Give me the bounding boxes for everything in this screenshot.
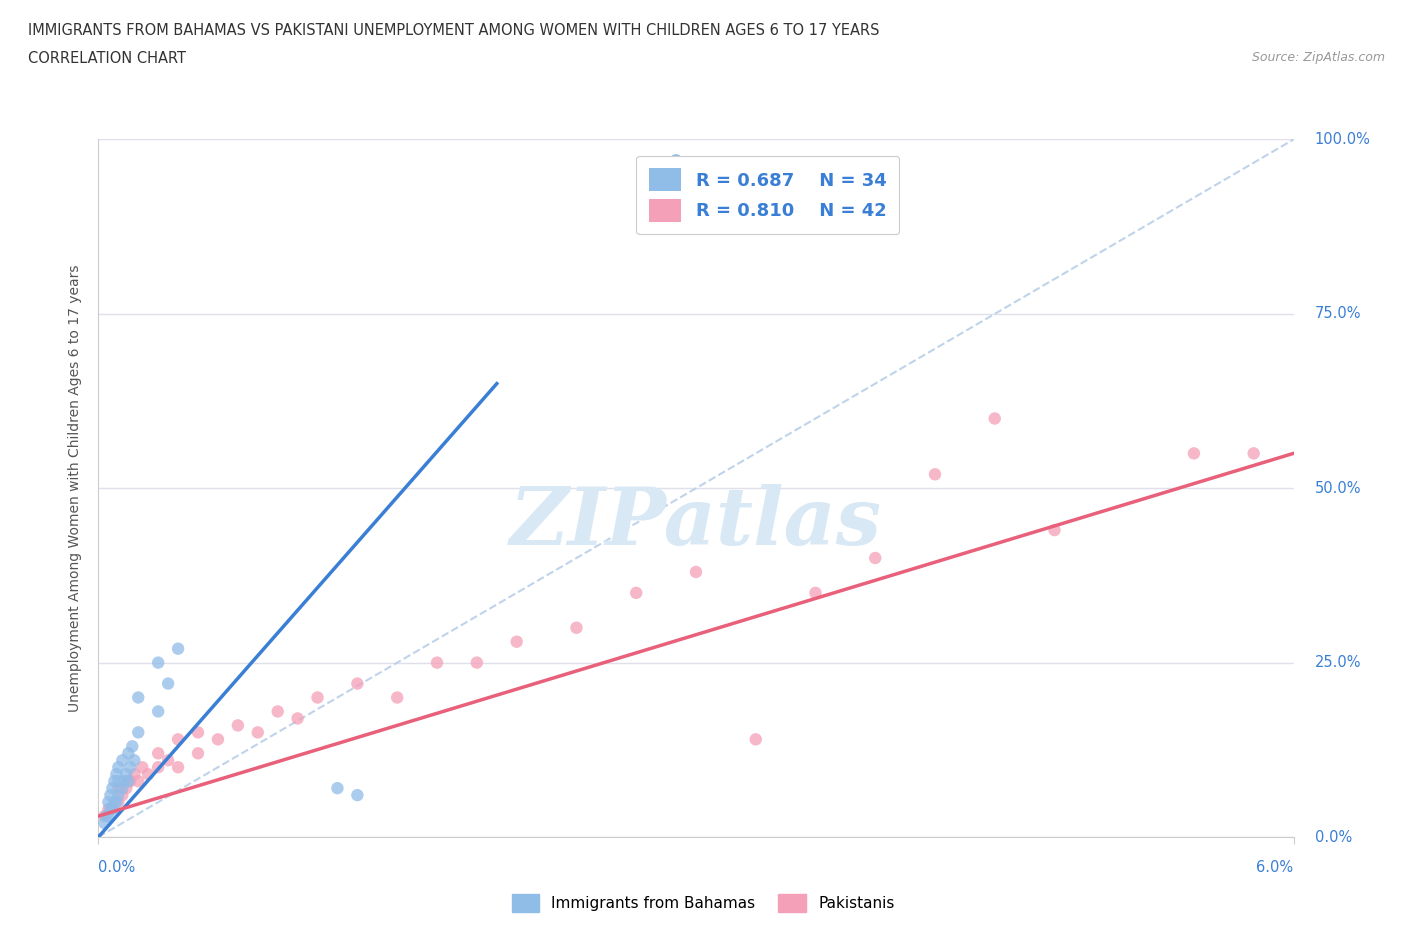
Point: [157, 676, 180, 691]
Point: [506, 634, 529, 649]
Point: [115, 766, 138, 781]
Point: [107, 774, 129, 789]
Text: 0.0%: 0.0%: [1315, 830, 1351, 844]
Point: [131, 760, 153, 775]
Point: [93, 809, 115, 824]
Point: [924, 467, 946, 482]
Point: [983, 411, 1005, 426]
Point: [745, 732, 768, 747]
Point: [111, 753, 134, 768]
Point: [665, 153, 688, 168]
Point: [385, 690, 409, 705]
Point: [148, 760, 170, 775]
Point: [167, 732, 190, 747]
Point: [267, 704, 290, 719]
Point: [111, 788, 134, 803]
Point: [127, 774, 149, 789]
Point: [107, 794, 129, 809]
Text: 100.0%: 100.0%: [1315, 132, 1371, 147]
Point: [346, 676, 368, 691]
Point: [127, 725, 149, 740]
Point: [157, 753, 180, 768]
Point: [117, 774, 139, 789]
Point: [121, 738, 143, 753]
Point: [111, 781, 134, 796]
Point: [1182, 445, 1205, 460]
Point: [120, 774, 142, 789]
Text: 50.0%: 50.0%: [1315, 481, 1361, 496]
Point: [326, 781, 349, 796]
Point: [120, 760, 142, 775]
Point: [148, 704, 170, 719]
Point: [105, 794, 128, 809]
Point: [187, 746, 209, 761]
Text: 6.0%: 6.0%: [1257, 860, 1294, 875]
Point: [97, 809, 120, 824]
Point: [98, 802, 122, 817]
Point: [97, 802, 120, 817]
Point: [107, 788, 129, 803]
Point: [124, 753, 146, 768]
Point: [117, 746, 139, 761]
Point: [103, 794, 125, 809]
Point: [1243, 445, 1265, 460]
Text: Source: ZipAtlas.com: Source: ZipAtlas.com: [1251, 51, 1385, 64]
Point: [148, 746, 170, 761]
Point: [1043, 523, 1066, 538]
Point: [167, 760, 190, 775]
Point: [207, 732, 229, 747]
Point: [246, 725, 269, 740]
Point: [101, 802, 124, 817]
Point: [107, 781, 129, 796]
Point: [97, 794, 120, 809]
Point: [117, 774, 139, 789]
Point: [96, 809, 118, 824]
Point: [124, 766, 146, 781]
Point: [103, 774, 125, 789]
Point: [665, 153, 688, 168]
Point: [426, 655, 449, 670]
Text: IMMIGRANTS FROM BAHAMAS VS PAKISTANI UNEMPLOYMENT AMONG WOMEN WITH CHILDREN AGES: IMMIGRANTS FROM BAHAMAS VS PAKISTANI UNE…: [28, 23, 880, 38]
Y-axis label: Unemployment Among Women with Children Ages 6 to 17 years: Unemployment Among Women with Children A…: [69, 264, 83, 712]
Legend: Immigrants from Bahamas, Pakistanis: Immigrants from Bahamas, Pakistanis: [506, 888, 900, 918]
Point: [101, 781, 124, 796]
Point: [465, 655, 488, 670]
Point: [101, 802, 124, 817]
Point: [565, 620, 588, 635]
Point: [148, 655, 170, 670]
Point: [685, 565, 707, 579]
Text: ZIPatlas: ZIPatlas: [510, 485, 882, 562]
Point: [112, 774, 135, 789]
Text: CORRELATION CHART: CORRELATION CHART: [28, 51, 186, 66]
Point: [804, 586, 827, 601]
Point: [107, 760, 129, 775]
Point: [187, 725, 209, 740]
Point: [167, 642, 190, 657]
Point: [115, 781, 138, 796]
Text: 25.0%: 25.0%: [1315, 655, 1361, 671]
Point: [127, 690, 149, 705]
Text: 0.0%: 0.0%: [98, 860, 135, 875]
Point: [98, 788, 122, 803]
Point: [863, 551, 886, 565]
Point: [346, 788, 368, 803]
Point: [105, 766, 128, 781]
Point: [287, 711, 309, 725]
Legend: R = 0.687    N = 34, R = 0.810    N = 42: R = 0.687 N = 34, R = 0.810 N = 42: [636, 155, 900, 234]
Point: [136, 766, 159, 781]
Point: [307, 690, 329, 705]
Point: [93, 816, 115, 830]
Text: 75.0%: 75.0%: [1315, 306, 1361, 322]
Point: [624, 586, 647, 601]
Point: [226, 718, 249, 733]
